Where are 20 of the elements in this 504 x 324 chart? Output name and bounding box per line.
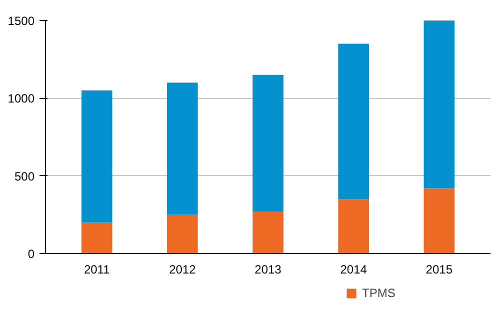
bar — [424, 20, 455, 188]
x-tick-label: 2014 — [340, 262, 368, 276]
bar — [424, 188, 455, 254]
x-tick-label: 2012 — [169, 262, 196, 276]
x-tick-label: 2015 — [426, 262, 453, 276]
bar — [252, 212, 284, 254]
bar — [167, 214, 198, 254]
y-tick-label: 0 — [28, 247, 35, 261]
x-tick-label: 2011 — [84, 262, 110, 276]
y-tick-label: 1000 — [8, 92, 35, 106]
bar — [252, 74, 284, 212]
y-tick-label: 1500 — [8, 14, 35, 28]
bar — [338, 199, 369, 254]
bar — [81, 222, 112, 254]
y-tick-label: 500 — [14, 169, 35, 184]
legend-label: TPMS — [362, 286, 396, 300]
x-tick-label: 2013 — [254, 262, 282, 276]
bar — [167, 82, 198, 215]
bar — [81, 90, 112, 222]
bar — [338, 44, 369, 200]
